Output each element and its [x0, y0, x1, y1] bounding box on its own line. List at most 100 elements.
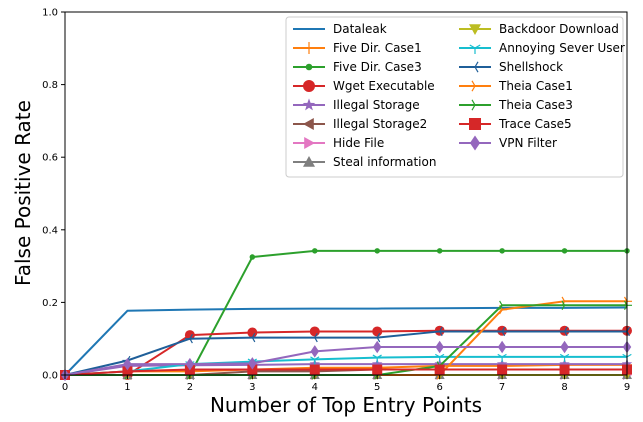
legend-marker — [469, 61, 479, 73]
legend-label: Backdoor Download — [499, 22, 619, 36]
series-line — [64, 368, 627, 376]
series-line — [64, 355, 627, 376]
x-tick-label: 5 — [374, 382, 380, 393]
legend-label: Shellshock — [499, 60, 563, 74]
data-point — [310, 345, 320, 358]
legend-label: Steal information — [333, 155, 436, 169]
data-point — [499, 300, 508, 310]
legend-label: Annoying Sever User — [499, 41, 625, 55]
legend-entry: Illegal Storage — [293, 98, 420, 112]
x-tick-label: 2 — [187, 382, 193, 393]
legend-marker — [304, 137, 315, 149]
legend-marker — [303, 118, 314, 130]
legend-entry: Five Dir. Case3 — [293, 60, 422, 74]
legend: Dataleak Five Dir. Case1 Five Dir. Case3 Wg… — [285, 16, 625, 178]
legend-entry: Dataleak — [293, 22, 387, 36]
legend-marker — [305, 63, 313, 71]
legend-label: Dataleak — [333, 22, 387, 36]
data-point — [185, 357, 195, 371]
series-line — [64, 330, 627, 376]
legend-entry: Illegal Storage2 — [293, 117, 427, 131]
legend-label: Wget Executable — [333, 79, 435, 93]
data-point — [247, 327, 258, 338]
data-point — [499, 248, 505, 254]
legend-box — [285, 16, 624, 178]
data-point — [249, 254, 256, 260]
y-tick-label: 0.6 — [42, 153, 58, 164]
data-point — [312, 248, 318, 254]
data-point — [374, 248, 380, 254]
data-point — [434, 364, 445, 375]
legend-label: Illegal Storage2 — [333, 117, 427, 131]
x-tick-label: 9 — [624, 382, 630, 393]
legend-marker — [303, 80, 315, 92]
data-point — [561, 300, 570, 310]
x-tick-label: 8 — [561, 382, 567, 393]
data-point — [309, 332, 318, 343]
data-point — [372, 364, 383, 375]
legend-entry: Theia Case1 — [459, 79, 573, 93]
data-point — [372, 340, 382, 354]
data-point — [435, 353, 445, 362]
data-point — [309, 364, 320, 375]
plot-area — [59, 248, 633, 382]
data-point — [434, 326, 443, 337]
data-point — [497, 364, 508, 375]
data-point — [248, 357, 257, 370]
data-point — [559, 358, 570, 369]
x-tick-label: 6 — [436, 382, 442, 393]
y-axis-label: False Positive Rate — [11, 100, 35, 286]
y-tick-label: 1.0 — [42, 8, 58, 19]
legend-entry: Annoying Sever User — [459, 41, 625, 55]
data-point — [560, 340, 569, 354]
legend-marker — [469, 44, 481, 54]
legend-marker — [303, 42, 315, 54]
legend-label: VPN Filter — [499, 136, 557, 150]
legend-entry: Wget Executable — [293, 79, 435, 93]
legend-entry: Steal information — [293, 155, 436, 169]
data-point — [372, 332, 381, 343]
legend-entry: Five Dir. Case1 — [293, 41, 422, 55]
legend-label: Theia Case1 — [498, 79, 573, 93]
legend-label: Five Dir. Case3 — [333, 60, 422, 74]
y-tick-label: 0.0 — [42, 371, 58, 382]
legend-entry: Hide File — [293, 136, 384, 150]
x-axis-label: Number of Top Entry Points — [210, 393, 482, 417]
data-point — [436, 248, 443, 254]
legend-entry: Trace Case5 — [459, 117, 572, 131]
data-point — [497, 326, 506, 337]
x-tick-label: 1 — [124, 382, 130, 393]
data-point — [372, 354, 382, 363]
legend-marker — [469, 135, 481, 151]
data-point — [559, 326, 568, 337]
data-point — [310, 356, 320, 365]
legend-label: Hide File — [333, 136, 384, 150]
x-tick-label: 3 — [249, 382, 255, 393]
axes: 0 1 2 3 4 5 6 7 8 9 0.0 0.2 0.4 0.6 0.8 1.0 — [42, 8, 630, 394]
data-point — [184, 330, 195, 341]
data-point — [559, 364, 570, 375]
x-tick-label: 4 — [312, 382, 318, 393]
series-14 — [60, 340, 632, 382]
legend-label: Five Dir. Case1 — [333, 41, 422, 55]
legend-entry: VPN Filter — [459, 135, 557, 151]
data-point — [496, 358, 508, 369]
data-point — [561, 248, 568, 254]
data-point — [122, 366, 133, 377]
legend-marker — [303, 156, 315, 167]
series-9 — [60, 353, 632, 380]
plot-frame — [64, 11, 628, 376]
x-tick-label: 0 — [62, 382, 68, 393]
legend-label: Trace Case5 — [498, 117, 572, 131]
data-point — [371, 358, 383, 369]
series-line — [64, 306, 628, 376]
y-tick-label: 0.4 — [42, 225, 58, 236]
legend-marker — [469, 118, 481, 130]
legend-label: Illegal Storage — [333, 98, 420, 112]
legend-marker — [471, 99, 481, 111]
data-point — [497, 353, 507, 362]
legend-label: Theia Case3 — [498, 98, 573, 112]
y-tick-label: 0.2 — [42, 298, 58, 309]
data-point — [123, 357, 132, 371]
